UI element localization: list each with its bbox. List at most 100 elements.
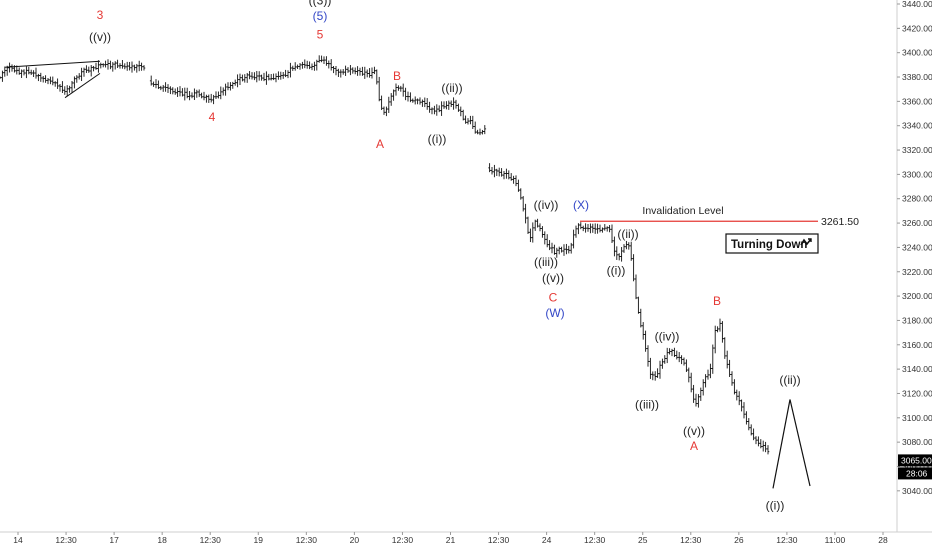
ohlc-bar [421, 99, 424, 107]
ohlc-bar [353, 67, 357, 75]
ohlc-bar [524, 203, 527, 224]
time-tick-label: 19 [254, 535, 264, 545]
ohlc-bar [740, 399, 743, 412]
ohlc-bar [605, 226, 609, 232]
ohlc-bar [202, 91, 206, 101]
ohlc-bar [435, 104, 439, 116]
ohlc-bar [325, 56, 328, 66]
ohlc-bar [56, 78, 59, 89]
ohlc-bar [553, 244, 556, 255]
ohlc-bar [457, 103, 460, 112]
price-tick-label: 3180.00 [902, 315, 932, 325]
wave-label: ((iv)) [655, 329, 680, 343]
ohlc-bar [149, 75, 153, 86]
ohlc-bar [591, 223, 595, 233]
ohlc-bar [670, 348, 674, 357]
ohlc-bar [454, 99, 458, 109]
ohlc-bar [250, 72, 254, 80]
ohlc-bar [63, 86, 67, 95]
ohlc-bar [452, 97, 455, 110]
turning-down-label: Turning Down [731, 239, 807, 251]
price-tick-label: 3080.00 [902, 437, 932, 447]
ohlc-bar [745, 411, 748, 425]
ohlc-bar [190, 92, 194, 99]
ohlc-bar [562, 244, 566, 256]
ohlc-bar [500, 168, 503, 177]
ohlc-bar [447, 100, 451, 110]
ohlc-bar [692, 384, 695, 403]
price-tick-label: 3100.00 [902, 413, 932, 423]
ohlc-bar [644, 330, 647, 352]
ohlc-bar [361, 66, 364, 76]
last-price-value: 3065.00 [901, 455, 932, 465]
ohlc-bar [411, 98, 415, 103]
ohlc-bar [543, 231, 547, 245]
time-tick-label: 12:30 [296, 535, 318, 545]
ohlc-bar [555, 247, 559, 258]
ohlc-bar [749, 424, 753, 436]
ohlc-bar [541, 226, 544, 238]
ohlc-bar [548, 240, 551, 251]
ohlc-bar [65, 85, 69, 97]
ohlc-bar [92, 65, 95, 72]
ohlc-bar [10, 64, 14, 72]
ohlc-bar [193, 88, 196, 101]
time-tick-label: 21 [446, 535, 456, 545]
ohlc-bar [298, 63, 302, 70]
countdown-value: 28:06 [906, 468, 928, 478]
ohlc-bar [701, 379, 705, 396]
ohlc-bar [625, 240, 628, 250]
ohlc-bar [77, 73, 81, 80]
ohlc-bar [152, 81, 155, 87]
ohlc-bar [392, 89, 395, 101]
ohlc-bar [608, 225, 611, 233]
ohlc-bar [231, 81, 235, 89]
ohlc-bar [685, 359, 688, 372]
ohlc-bar [39, 72, 43, 82]
ohlc-bar [161, 84, 165, 92]
ohlc-bar [260, 74, 263, 81]
time-tick-label: 12:30 [776, 535, 798, 545]
ohlc-bar [639, 308, 643, 328]
ohlc-bar [493, 164, 496, 178]
ohlc-bar [675, 350, 679, 360]
ohlc-bar [370, 67, 374, 79]
ohlc-bar [334, 65, 338, 76]
ohlc-bar [584, 223, 587, 233]
ohlc-bar [466, 118, 470, 125]
ohlc-bar [315, 59, 319, 71]
time-tick-label: 24 [542, 535, 552, 545]
ohlc-bar [761, 440, 765, 452]
wave-label: (X) [573, 198, 589, 212]
ohlc-bar [53, 81, 57, 87]
ohlc-bar [596, 223, 599, 234]
ohlc-bar [183, 87, 187, 101]
triangle-trendline-2 [64, 72, 101, 99]
ohlc-bar [505, 168, 508, 179]
ohlc-bar [394, 83, 398, 96]
ohlc-bar [721, 321, 724, 343]
ohlc-bar [236, 74, 239, 88]
ohlc-bar [579, 222, 583, 230]
ohlc-bar [397, 85, 400, 91]
ohlc-bar [164, 82, 167, 92]
ohlc-bar [565, 243, 568, 255]
ohlc-bar [17, 67, 21, 75]
price-tick-label: 3380.00 [902, 72, 932, 82]
ohlc-bar [713, 325, 717, 354]
ohlc-bar [358, 67, 362, 76]
wave-label: ((v)) [89, 30, 111, 44]
wave-label: A [376, 137, 384, 151]
ohlc-bar [694, 393, 698, 407]
ohlc-bar [61, 81, 64, 93]
ohlc-bar [375, 69, 379, 85]
ohlc-bar [221, 87, 225, 96]
ohlc-bar [416, 98, 419, 105]
ohlc-bar [113, 61, 117, 70]
ohlc-bar [70, 81, 74, 94]
ohlc-bar [217, 91, 220, 99]
ohlc-bar [661, 358, 664, 369]
ohlc-bar [229, 82, 232, 91]
ohlc-bar [461, 109, 465, 121]
ohlc-bar [615, 246, 619, 260]
